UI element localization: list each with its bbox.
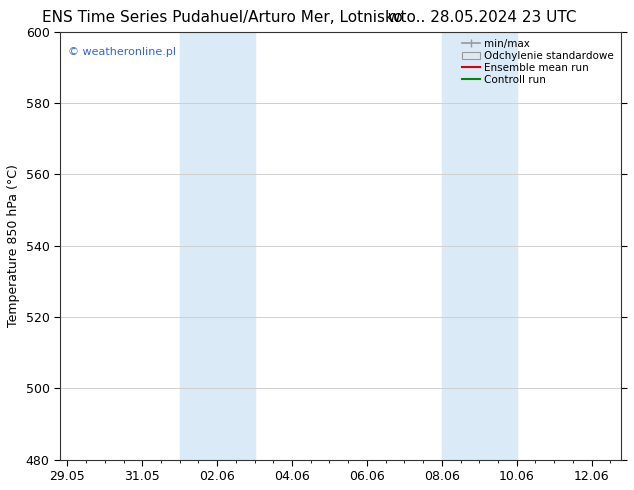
- Y-axis label: Temperature 850 hPa (°C): Temperature 850 hPa (°C): [7, 164, 20, 327]
- Bar: [442, 31, 517, 460]
- Text: ENS Time Series Pudahuel/Arturo Mer, Lotnisko: ENS Time Series Pudahuel/Arturo Mer, Lot…: [41, 10, 403, 25]
- Text: wto.. 28.05.2024 23 UTC: wto.. 28.05.2024 23 UTC: [387, 10, 576, 25]
- Legend: min/max, Odchylenie standardowe, Ensemble mean run, Controll run: min/max, Odchylenie standardowe, Ensembl…: [460, 37, 616, 87]
- Text: © weatheronline.pl: © weatheronline.pl: [68, 47, 176, 56]
- Bar: [179, 31, 255, 460]
